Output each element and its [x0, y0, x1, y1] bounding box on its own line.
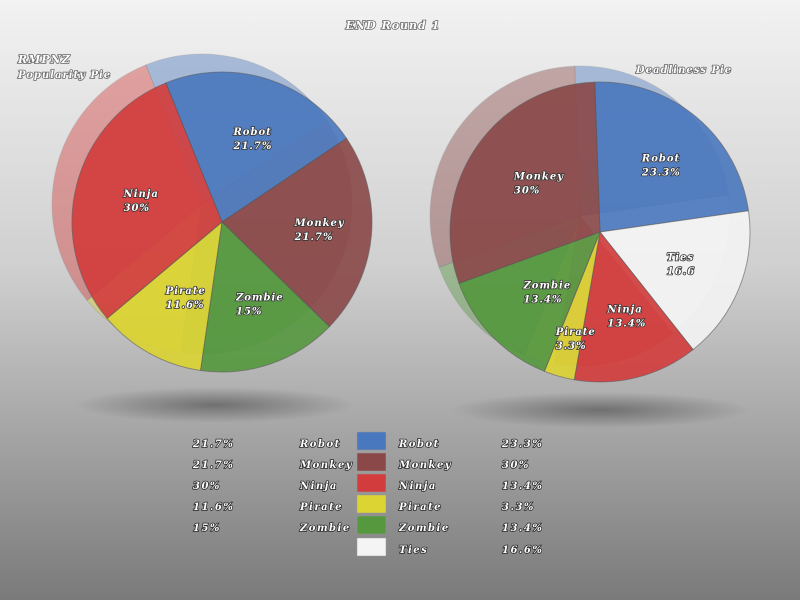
deadliness-label-zombie: Zombie [523, 281, 572, 292]
legend-left-label-ninja: Ninja [299, 481, 338, 492]
left-pie-subtitle: Popularity Pie [17, 70, 111, 81]
legend-right-label-robot: Robot [398, 439, 440, 450]
popularity-value-pirate: 11.6% [166, 300, 205, 311]
legend-swatch-ninja [356, 473, 387, 493]
deadliness-value-pirate: 3.3% [556, 341, 587, 352]
legend-swatch-zombie [356, 515, 387, 535]
legend-left-label-pirate: Pirate [299, 502, 343, 513]
deadliness-slice-monkey [449, 81, 601, 284]
popularity-label-zombie: Zombie [235, 292, 284, 303]
popularity-value-zombie: 15% [236, 306, 262, 317]
popularity-value-monkey: 21.7% [294, 232, 334, 243]
deadliness-value-zombie: 13.4% [524, 295, 563, 306]
legend-left-value-ninja: 30% [193, 481, 221, 492]
popularity-slice-robot [165, 71, 348, 223]
legend-swatch-pirate [356, 494, 387, 514]
deadliness-label-ties: Ties [667, 252, 694, 263]
popularity-label-robot: Robot [233, 127, 272, 138]
deadliness-slice-robot [594, 81, 750, 233]
deadliness-labels: Robot 23.3% Ties 16.6 Ninja 13.4% Pirate 3.3% Zo… [512, 153, 695, 353]
legend-left-value-pirate: 11.6% [193, 502, 234, 513]
legend-swatch-robot [356, 431, 387, 451]
popularity-slice-monkey [221, 137, 373, 328]
legend-left-label-monkey: Monkey [299, 460, 353, 471]
legend-left-label-robot: Robot [299, 439, 341, 450]
popularity-slice-zombie [199, 220, 331, 373]
legend-right-value-zombie: 13.4% [502, 523, 543, 534]
legend-left-value-zombie: 15% [193, 523, 221, 534]
deadliness-label-robot: Robot [641, 153, 680, 164]
legend-right-label-ninja: Ninja [398, 481, 437, 492]
deadliness-label-ninja: Ninja [606, 304, 642, 315]
deadliness-value-ninja: 13.4% [607, 318, 646, 329]
popularity-label-monkey: Monkey [294, 218, 345, 229]
legend-right-label-ties: Ties [399, 545, 428, 556]
deadliness-value-ties: 16.6 [667, 266, 695, 277]
popularity-labels: Robot 21.7% Monkey 21.7% Zombie 15% Pirate 11.6… [122, 126, 345, 318]
legend-right-label-monkey: Monkey [398, 460, 452, 471]
popularity-slice-pirate [106, 220, 223, 372]
deadliness-slice-ninja [573, 230, 694, 383]
deadliness-label-pirate: Pirate [555, 327, 596, 338]
popularity-label-pirate: Pirate [165, 286, 206, 297]
legend-left-label-zombie: Zombie [299, 523, 351, 534]
legend-right-value-ninja: 13.4% [502, 481, 543, 492]
legend-left-value-monkey: 21.7% [192, 460, 234, 471]
legend-right-value-monkey: 30% [502, 460, 530, 471]
legend-right-value-robot: 23.3% [501, 439, 543, 450]
left-pie-title: RMPNZ [17, 53, 71, 66]
deadliness-slice-zombie [458, 231, 601, 372]
legend-right-value-ties: 16.6% [502, 545, 543, 556]
deadliness-slices [449, 81, 751, 383]
right-pie-shadow [450, 392, 750, 428]
legend-swatch-ties [356, 537, 387, 557]
legend-right-value-pirate: 3.3% [502, 502, 535, 513]
popularity-slices [71, 71, 373, 373]
chart-title: END Round 1 [345, 19, 440, 32]
deadliness-pie: Robot 23.3% Ties 16.6 Ninja 13.4% Pirate 3.3% Zo… [429, 65, 751, 383]
popularity-value-robot: 21.7% [233, 141, 273, 152]
legend-left-value-robot: 21.7% [192, 439, 234, 450]
deadliness-value-robot: 23.3% [641, 167, 681, 178]
popularity-value-ninja: 30% [124, 203, 150, 214]
left-pie-shadow [75, 387, 355, 423]
deadliness-slice-ties [599, 210, 751, 351]
popularity-pie: Robot 21.7% Monkey 21.7% Zombie 15% Pirate 11.6… [51, 53, 373, 373]
deadliness-value-monkey: 30% [514, 185, 540, 196]
deadliness-label-monkey: Monkey [513, 171, 564, 182]
legend-right-label-pirate: Pirate [398, 502, 442, 513]
legend: 21.7% Robot 21.7% Monkey 30% Ninja 11.6% Pirate… [191, 431, 543, 557]
legend-swatch-monkey [356, 452, 387, 472]
right-pie-title: Deadliness Pie [635, 65, 732, 76]
popularity-slice-ninja [71, 82, 223, 320]
popularity-label-ninja: Ninja [123, 189, 159, 200]
legend-right-label-zombie: Zombie [398, 523, 450, 534]
